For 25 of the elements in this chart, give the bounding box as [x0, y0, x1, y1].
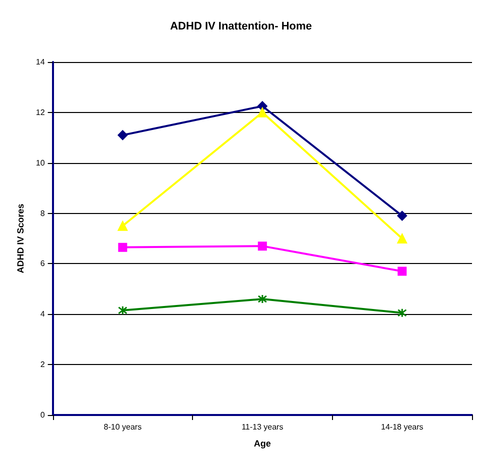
y-tick-label: 14	[36, 58, 46, 66]
point	[257, 107, 268, 118]
x-tick-label: 8-10 years	[104, 422, 142, 432]
x-tick-label: 11-13 years	[242, 422, 284, 432]
point	[397, 308, 407, 318]
point	[118, 242, 128, 252]
y-tick-label: 0	[40, 410, 46, 420]
point	[258, 294, 268, 304]
y-tick-label: 6	[40, 259, 46, 268]
point	[118, 220, 128, 231]
y-tick-label: 12	[36, 108, 46, 117]
point	[118, 306, 128, 316]
point	[397, 234, 408, 244]
y-axis-title: ADHD IV Scores	[16, 204, 26, 274]
y-tick-label: 8	[40, 208, 46, 218]
x-tick-label: 14-18 years	[381, 422, 424, 432]
y-tick-label: 10	[36, 158, 46, 168]
chart-title: ADHD IV Inattention- Home	[170, 20, 312, 32]
point	[118, 130, 128, 140]
x-axis-title: Age	[254, 438, 271, 448]
point	[397, 210, 408, 221]
point	[398, 266, 407, 276]
point	[258, 242, 267, 251]
y-tick-label: 4	[40, 310, 46, 319]
y-tick-label: 2	[40, 360, 46, 370]
